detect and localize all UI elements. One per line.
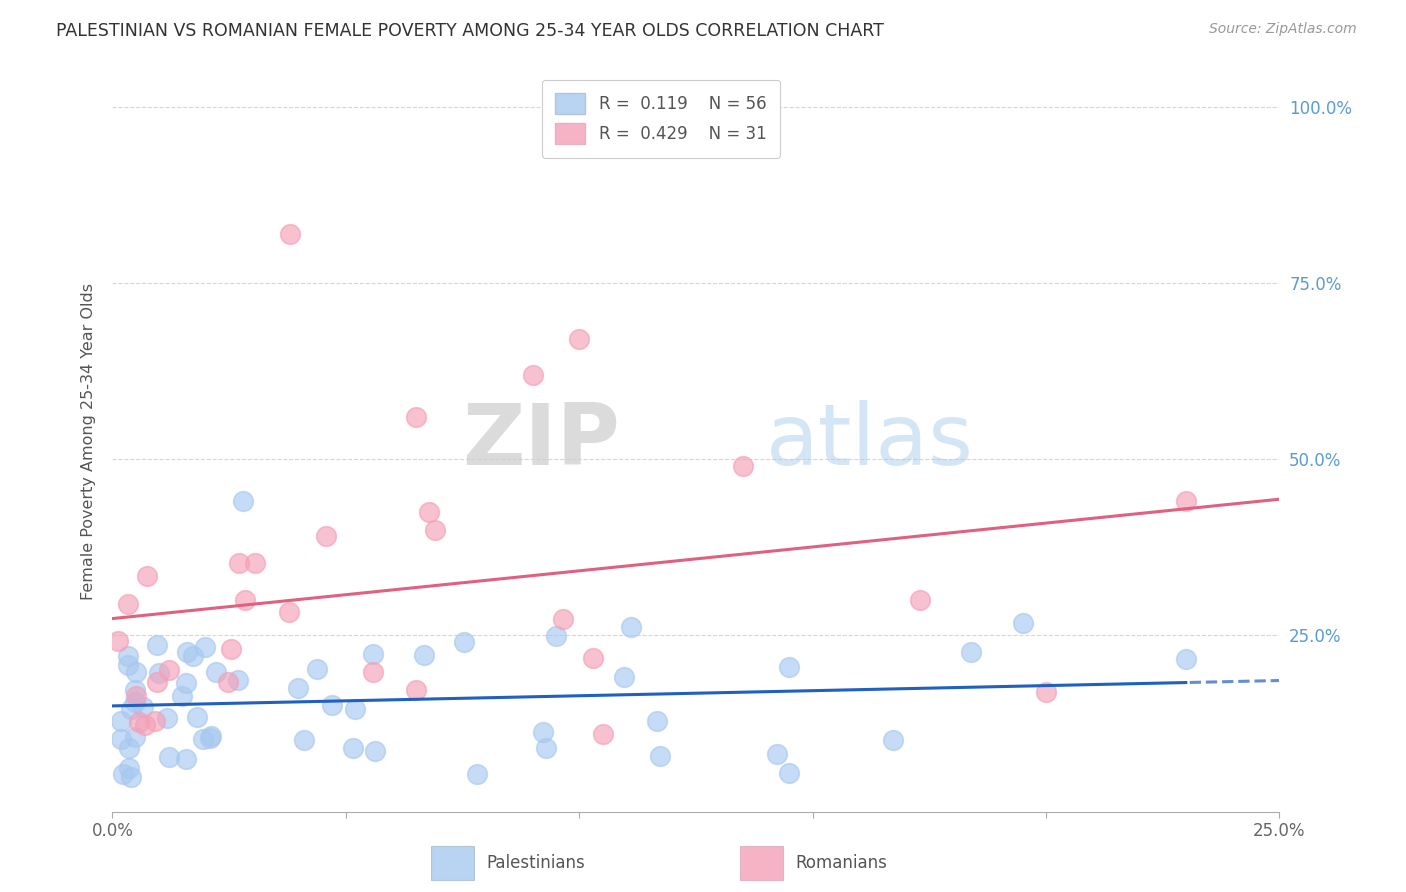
Point [117,648,139,663]
Text: PALESTINIAN VS ROMANIAN FEMALE POVERTY AMONG 25-34 YEAR OLDS CORRELATION CHART: PALESTINIAN VS ROMANIAN FEMALE POVERTY A… [56,22,884,40]
Point [226,673,249,687]
Point [568,332,591,346]
Point [321,698,343,712]
Point [176,645,198,659]
Point [278,227,301,241]
Text: Source: ZipAtlas.com: Source: ZipAtlas.com [1209,22,1357,37]
Bar [740,846,783,880]
Point [107,633,129,648]
Point [145,638,167,652]
Text: Palestinians: Palestinians [486,854,585,872]
Point [315,529,337,543]
Point [132,700,155,714]
Point [413,648,436,663]
Point [193,731,215,746]
Point [148,665,170,680]
Point [181,649,204,664]
Point [143,714,166,729]
Point [531,725,554,739]
Point [221,642,243,657]
Point [112,767,135,781]
Point [118,740,141,755]
Point [124,695,146,709]
Point [361,647,384,661]
Point [582,650,605,665]
Point [465,767,488,781]
Y-axis label: Female Poverty Among 25-34 Year Olds: Female Poverty Among 25-34 Year Olds [80,283,96,600]
Text: ZIP: ZIP [463,400,620,483]
Point [124,730,146,744]
Point [453,635,475,649]
Point [217,675,239,690]
Point [174,752,197,766]
Point [544,629,567,643]
Point [363,743,385,757]
Point [1035,685,1057,699]
Point [731,459,754,474]
Point [405,409,427,424]
Point [118,761,141,775]
Point [200,731,222,746]
Text: Romanians: Romanians [796,854,887,872]
Point [170,689,193,703]
Point [959,645,981,659]
Point [110,731,132,746]
Point [117,597,139,611]
Point [233,592,256,607]
Point [908,592,931,607]
Point [125,665,148,680]
Point [194,640,217,654]
Point [882,733,904,747]
Point [228,557,250,571]
Point [277,605,299,619]
Point [243,556,266,570]
Point [534,740,557,755]
Point [592,727,614,741]
Text: atlas: atlas [766,400,974,483]
Point [1011,616,1033,631]
Point [155,711,177,725]
Point [418,505,440,519]
Point [766,747,789,761]
Point [551,612,574,626]
Point [613,670,636,684]
Point [1175,494,1198,508]
Point [120,701,142,715]
Point [136,569,159,583]
Point [344,702,367,716]
Point [186,710,208,724]
Point [157,663,180,677]
Point [1175,652,1198,666]
Point [117,658,139,673]
Point [128,715,150,730]
Point [307,662,329,676]
Point [200,729,222,743]
Point [645,714,668,728]
Point [146,674,169,689]
Point [120,770,142,784]
Point [176,676,198,690]
Point [125,689,148,703]
Point [292,733,315,747]
Point [134,718,156,732]
Point [124,682,146,697]
Point [110,714,132,729]
Point [287,681,309,696]
Point [648,749,671,764]
Point [405,683,427,698]
Point [157,750,180,764]
Point [232,494,254,508]
Legend: R =  0.119    N = 56, R =  0.429    N = 31: R = 0.119 N = 56, R = 0.429 N = 31 [543,79,780,158]
Point [778,766,800,780]
Point [361,665,384,679]
Point [204,665,226,679]
Point [778,659,800,673]
Point [522,368,544,382]
Bar [430,846,474,880]
Point [342,740,364,755]
Point [425,523,447,537]
Point [619,620,641,634]
